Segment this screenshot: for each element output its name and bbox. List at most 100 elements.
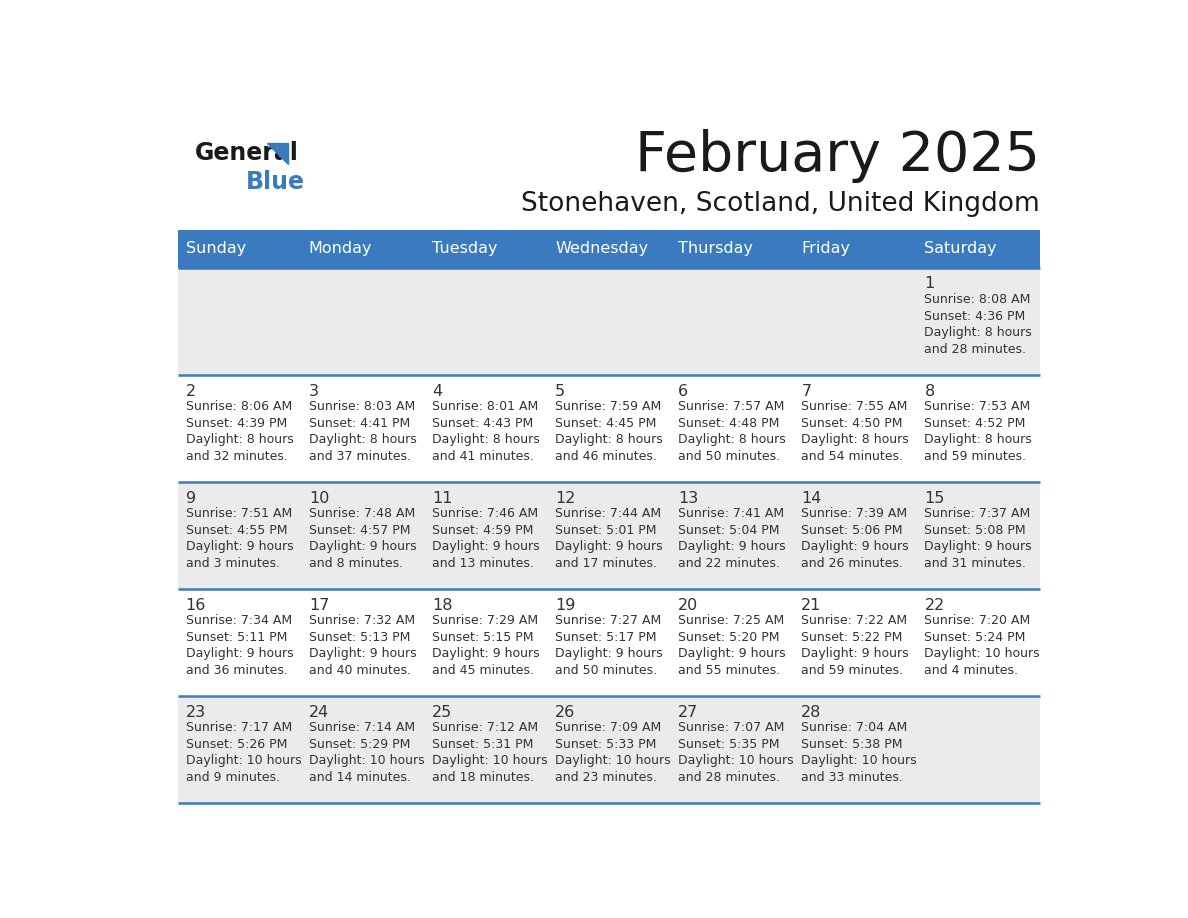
Text: Daylight: 9 hours: Daylight: 9 hours: [185, 647, 293, 660]
Text: 11: 11: [432, 490, 453, 506]
Text: Friday: Friday: [801, 241, 851, 256]
Bar: [424, 696, 548, 803]
Bar: [670, 268, 794, 375]
Text: Daylight: 9 hours: Daylight: 9 hours: [801, 647, 909, 660]
Bar: [424, 375, 548, 482]
Text: 17: 17: [309, 598, 329, 612]
Text: 21: 21: [801, 598, 822, 612]
Text: Sunset: 5:26 PM: Sunset: 5:26 PM: [185, 738, 287, 751]
Bar: [548, 268, 670, 375]
Text: Sunrise: 7:17 AM: Sunrise: 7:17 AM: [185, 722, 292, 734]
Text: 1: 1: [924, 276, 935, 292]
Text: 18: 18: [432, 598, 453, 612]
Bar: [548, 375, 670, 482]
Text: and 17 minutes.: and 17 minutes.: [555, 556, 657, 570]
Bar: [548, 482, 670, 589]
Text: Sunrise: 7:22 AM: Sunrise: 7:22 AM: [801, 614, 908, 627]
Text: Sunrise: 7:25 AM: Sunrise: 7:25 AM: [678, 614, 784, 627]
Text: Daylight: 9 hours: Daylight: 9 hours: [432, 647, 539, 660]
Text: Sunrise: 8:03 AM: Sunrise: 8:03 AM: [309, 400, 415, 413]
Text: Sunrise: 7:32 AM: Sunrise: 7:32 AM: [309, 614, 415, 627]
Text: 26: 26: [555, 705, 575, 720]
Text: 8: 8: [924, 384, 935, 398]
Text: and 40 minutes.: and 40 minutes.: [309, 664, 411, 677]
Text: and 4 minutes.: and 4 minutes.: [924, 664, 1018, 677]
Text: Daylight: 9 hours: Daylight: 9 hours: [924, 540, 1032, 554]
Text: Sunset: 5:35 PM: Sunset: 5:35 PM: [678, 738, 779, 751]
Bar: [424, 230, 548, 268]
Bar: [301, 696, 424, 803]
Text: Sunset: 4:36 PM: Sunset: 4:36 PM: [924, 309, 1025, 322]
Text: Daylight: 9 hours: Daylight: 9 hours: [309, 647, 417, 660]
Text: Daylight: 10 hours: Daylight: 10 hours: [801, 755, 917, 767]
Text: 16: 16: [185, 598, 206, 612]
Text: 5: 5: [555, 384, 565, 398]
Bar: [670, 482, 794, 589]
Text: Sunset: 4:39 PM: Sunset: 4:39 PM: [185, 417, 287, 430]
Text: Sunset: 5:38 PM: Sunset: 5:38 PM: [801, 738, 903, 751]
Text: Daylight: 8 hours: Daylight: 8 hours: [185, 433, 293, 446]
Text: Sunset: 5:20 PM: Sunset: 5:20 PM: [678, 631, 779, 644]
Text: 23: 23: [185, 705, 206, 720]
Text: Sunrise: 8:08 AM: Sunrise: 8:08 AM: [924, 293, 1031, 306]
Text: Daylight: 10 hours: Daylight: 10 hours: [185, 755, 302, 767]
Text: General: General: [195, 141, 299, 165]
Text: February 2025: February 2025: [634, 129, 1040, 184]
Text: Sunset: 4:45 PM: Sunset: 4:45 PM: [555, 417, 657, 430]
Text: 13: 13: [678, 490, 699, 506]
Bar: [548, 696, 670, 803]
Text: 27: 27: [678, 705, 699, 720]
Text: Sunset: 5:11 PM: Sunset: 5:11 PM: [185, 631, 287, 644]
Text: Sunrise: 7:57 AM: Sunrise: 7:57 AM: [678, 400, 784, 413]
Text: Sunset: 5:29 PM: Sunset: 5:29 PM: [309, 738, 410, 751]
Text: and 14 minutes.: and 14 minutes.: [309, 771, 411, 784]
Text: Sunset: 5:33 PM: Sunset: 5:33 PM: [555, 738, 657, 751]
Text: Sunset: 5:17 PM: Sunset: 5:17 PM: [555, 631, 657, 644]
Bar: [794, 375, 917, 482]
Text: 24: 24: [309, 705, 329, 720]
Bar: [917, 375, 1040, 482]
Text: and 26 minutes.: and 26 minutes.: [801, 556, 903, 570]
Bar: [424, 268, 548, 375]
Text: Sunrise: 7:44 AM: Sunrise: 7:44 AM: [555, 507, 662, 521]
Text: and 3 minutes.: and 3 minutes.: [185, 556, 279, 570]
Bar: [178, 696, 301, 803]
Text: and 41 minutes.: and 41 minutes.: [432, 450, 533, 463]
Bar: [424, 482, 548, 589]
Bar: [178, 375, 301, 482]
Text: Sunrise: 7:07 AM: Sunrise: 7:07 AM: [678, 722, 784, 734]
Text: Sunrise: 7:37 AM: Sunrise: 7:37 AM: [924, 507, 1031, 521]
Text: Sunset: 4:52 PM: Sunset: 4:52 PM: [924, 417, 1025, 430]
Text: Sunset: 4:48 PM: Sunset: 4:48 PM: [678, 417, 779, 430]
Text: 9: 9: [185, 490, 196, 506]
Text: Sunset: 5:22 PM: Sunset: 5:22 PM: [801, 631, 903, 644]
Text: and 31 minutes.: and 31 minutes.: [924, 556, 1026, 570]
Text: Sunset: 5:08 PM: Sunset: 5:08 PM: [924, 523, 1026, 537]
Text: 4: 4: [432, 384, 442, 398]
Bar: [178, 482, 301, 589]
Text: Daylight: 9 hours: Daylight: 9 hours: [432, 540, 539, 554]
Text: and 33 minutes.: and 33 minutes.: [801, 771, 903, 784]
Polygon shape: [267, 143, 287, 164]
Text: Sunset: 4:41 PM: Sunset: 4:41 PM: [309, 417, 410, 430]
Text: Saturday: Saturday: [924, 241, 997, 256]
Text: Sunrise: 7:59 AM: Sunrise: 7:59 AM: [555, 400, 662, 413]
Text: Sunrise: 7:34 AM: Sunrise: 7:34 AM: [185, 614, 292, 627]
Bar: [301, 230, 424, 268]
Text: and 13 minutes.: and 13 minutes.: [432, 556, 533, 570]
Text: Daylight: 10 hours: Daylight: 10 hours: [924, 647, 1040, 660]
Bar: [548, 589, 670, 696]
Text: and 50 minutes.: and 50 minutes.: [555, 664, 657, 677]
Text: Sunday: Sunday: [185, 241, 246, 256]
Text: Daylight: 8 hours: Daylight: 8 hours: [924, 433, 1032, 446]
Text: Sunset: 5:31 PM: Sunset: 5:31 PM: [432, 738, 533, 751]
Bar: [670, 230, 794, 268]
Text: Sunset: 4:43 PM: Sunset: 4:43 PM: [432, 417, 533, 430]
Text: 25: 25: [432, 705, 453, 720]
Text: Daylight: 10 hours: Daylight: 10 hours: [432, 755, 548, 767]
Text: Daylight: 8 hours: Daylight: 8 hours: [432, 433, 539, 446]
Text: Daylight: 9 hours: Daylight: 9 hours: [678, 647, 785, 660]
Text: 15: 15: [924, 490, 944, 506]
Text: Sunrise: 7:48 AM: Sunrise: 7:48 AM: [309, 507, 415, 521]
Text: Daylight: 8 hours: Daylight: 8 hours: [309, 433, 417, 446]
